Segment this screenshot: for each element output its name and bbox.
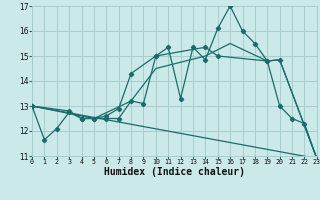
X-axis label: Humidex (Indice chaleur): Humidex (Indice chaleur) [104,167,245,177]
